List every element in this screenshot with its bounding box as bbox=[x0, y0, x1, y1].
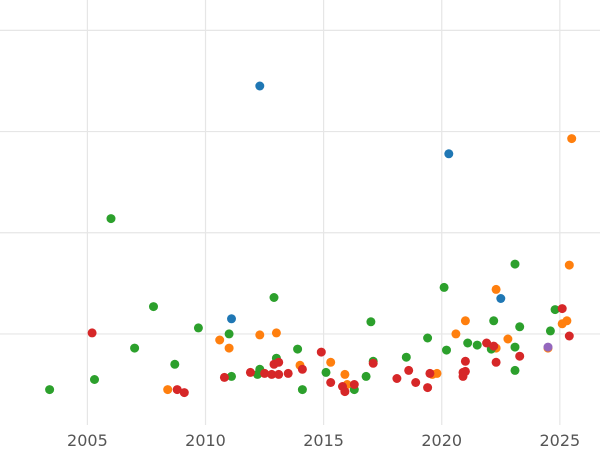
data-point bbox=[557, 319, 567, 329]
data-point bbox=[423, 333, 433, 343]
data-point bbox=[489, 316, 499, 326]
data-point bbox=[491, 284, 501, 294]
data-point bbox=[451, 329, 461, 339]
data-point bbox=[503, 334, 513, 344]
data-point bbox=[423, 383, 433, 393]
data-point bbox=[515, 351, 525, 361]
data-point bbox=[482, 338, 492, 348]
data-point bbox=[326, 357, 336, 367]
data-point bbox=[179, 388, 189, 398]
data-point bbox=[316, 347, 326, 357]
data-point bbox=[326, 378, 336, 387]
x-tick-label: 2025 bbox=[539, 431, 580, 450]
data-point bbox=[439, 282, 449, 292]
data-point bbox=[564, 260, 574, 270]
data-point bbox=[227, 314, 236, 324]
data-point bbox=[411, 378, 421, 387]
data-point bbox=[510, 342, 520, 352]
data-point bbox=[274, 357, 284, 367]
data-point bbox=[224, 329, 234, 339]
data-point bbox=[567, 134, 577, 144]
data-point bbox=[564, 331, 574, 341]
data-point bbox=[392, 374, 402, 383]
data-point bbox=[496, 294, 506, 303]
data-point bbox=[460, 366, 470, 376]
data-point bbox=[463, 338, 473, 348]
x-tick-label: 2005 bbox=[67, 431, 108, 450]
data-point bbox=[361, 371, 371, 381]
data-point bbox=[432, 368, 442, 378]
data-point bbox=[267, 369, 277, 379]
data-point bbox=[366, 317, 376, 327]
data-point bbox=[260, 368, 270, 378]
data-point bbox=[404, 365, 414, 375]
data-point bbox=[442, 345, 451, 355]
data-point bbox=[368, 358, 378, 368]
data-point bbox=[349, 380, 359, 389]
data-point bbox=[545, 326, 555, 336]
data-point bbox=[425, 368, 435, 378]
data-point bbox=[227, 371, 236, 381]
data-point bbox=[219, 372, 229, 382]
data-point bbox=[321, 367, 331, 377]
data-point bbox=[550, 305, 560, 315]
data-point bbox=[271, 328, 281, 338]
data-point bbox=[193, 323, 203, 333]
data-point bbox=[489, 341, 499, 351]
data-point bbox=[283, 368, 293, 378]
data-point bbox=[90, 375, 99, 384]
x-tick-label: 2015 bbox=[303, 431, 344, 450]
data-point bbox=[543, 342, 553, 352]
data-point bbox=[340, 369, 350, 379]
data-point bbox=[510, 365, 520, 375]
data-point bbox=[401, 352, 411, 362]
data-point bbox=[274, 369, 284, 379]
grid-lines bbox=[0, 0, 600, 425]
data-point bbox=[510, 259, 520, 269]
data-point bbox=[515, 322, 525, 332]
x-tick-label: 2010 bbox=[185, 431, 226, 450]
data-point bbox=[215, 335, 225, 345]
data-point bbox=[557, 304, 567, 314]
data-point bbox=[444, 149, 454, 159]
data-point bbox=[224, 343, 234, 353]
data-point bbox=[340, 387, 350, 397]
data-point bbox=[472, 340, 482, 350]
data-point bbox=[255, 330, 265, 340]
data-point bbox=[245, 367, 255, 377]
data-point bbox=[255, 81, 265, 91]
data-point bbox=[297, 364, 307, 374]
data-point bbox=[149, 302, 158, 312]
data-point bbox=[172, 385, 182, 395]
data-points bbox=[45, 81, 577, 398]
data-point bbox=[460, 316, 470, 326]
data-point bbox=[269, 293, 279, 302]
data-point bbox=[460, 356, 470, 366]
data-point bbox=[45, 385, 55, 395]
data-point bbox=[491, 357, 501, 367]
x-tick-label: 2020 bbox=[421, 431, 462, 450]
data-point bbox=[293, 344, 303, 354]
data-point bbox=[106, 214, 116, 224]
x-axis-ticks: 2005 2010 2015 2020 2025 bbox=[67, 431, 580, 450]
data-point bbox=[170, 359, 180, 369]
data-point bbox=[163, 385, 173, 395]
data-point bbox=[297, 385, 307, 395]
data-point bbox=[130, 343, 140, 353]
data-point bbox=[87, 328, 97, 338]
